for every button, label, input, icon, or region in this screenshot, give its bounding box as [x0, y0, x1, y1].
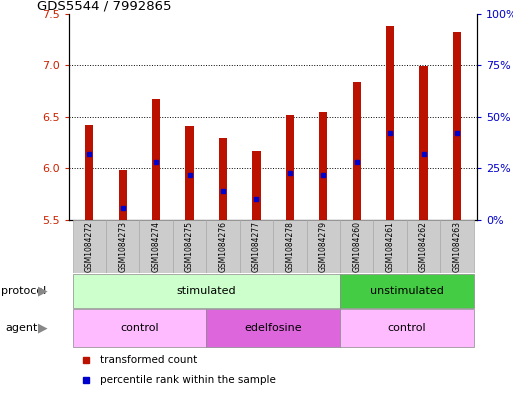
Text: GSM1084276: GSM1084276	[219, 221, 228, 272]
Text: GSM1084275: GSM1084275	[185, 221, 194, 272]
Text: GSM1084260: GSM1084260	[352, 221, 361, 272]
Text: GDS5544 / 7992865: GDS5544 / 7992865	[36, 0, 171, 13]
Text: unstimulated: unstimulated	[370, 286, 444, 296]
Bar	[373, 220, 407, 273]
Bar	[152, 99, 161, 220]
Text: percentile rank within the sample: percentile rank within the sample	[100, 375, 275, 386]
Text: protocol: protocol	[1, 286, 46, 296]
Bar	[420, 66, 428, 220]
Bar	[440, 220, 473, 273]
Text: transformed count: transformed count	[100, 355, 197, 365]
Bar	[140, 220, 173, 273]
Text: control: control	[388, 323, 426, 333]
Bar	[106, 220, 140, 273]
Text: ▶: ▶	[38, 321, 47, 335]
Bar	[340, 309, 473, 347]
Bar	[173, 220, 206, 273]
Text: stimulated: stimulated	[176, 286, 236, 296]
Text: GSM1084278: GSM1084278	[285, 221, 294, 272]
Bar	[319, 112, 327, 220]
Bar	[352, 82, 361, 220]
Text: GSM1084272: GSM1084272	[85, 221, 94, 272]
Text: GSM1084262: GSM1084262	[419, 221, 428, 272]
Text: GSM1084274: GSM1084274	[152, 221, 161, 272]
Bar	[185, 126, 194, 220]
Text: GSM1084273: GSM1084273	[118, 221, 127, 272]
Bar	[73, 309, 206, 347]
Bar	[73, 220, 106, 273]
Text: GSM1084261: GSM1084261	[386, 221, 394, 272]
Bar	[386, 26, 394, 220]
Bar	[206, 220, 240, 273]
Text: GSM1084279: GSM1084279	[319, 221, 328, 272]
Text: GSM1084277: GSM1084277	[252, 221, 261, 272]
Bar	[252, 151, 261, 220]
Bar	[273, 220, 307, 273]
Bar	[307, 220, 340, 273]
Bar	[240, 220, 273, 273]
Bar	[73, 274, 340, 308]
Bar	[119, 169, 127, 220]
Bar	[206, 309, 340, 347]
Text: ▶: ▶	[38, 284, 47, 298]
Bar	[85, 125, 93, 220]
Text: agent: agent	[5, 323, 37, 333]
Text: GSM1084263: GSM1084263	[452, 221, 462, 272]
Text: edelfosine: edelfosine	[244, 323, 302, 333]
Bar	[219, 138, 227, 220]
Text: control: control	[120, 323, 159, 333]
Bar	[286, 115, 294, 220]
Bar	[340, 220, 373, 273]
Bar	[407, 220, 440, 273]
Bar	[340, 274, 473, 308]
Bar	[453, 32, 461, 220]
